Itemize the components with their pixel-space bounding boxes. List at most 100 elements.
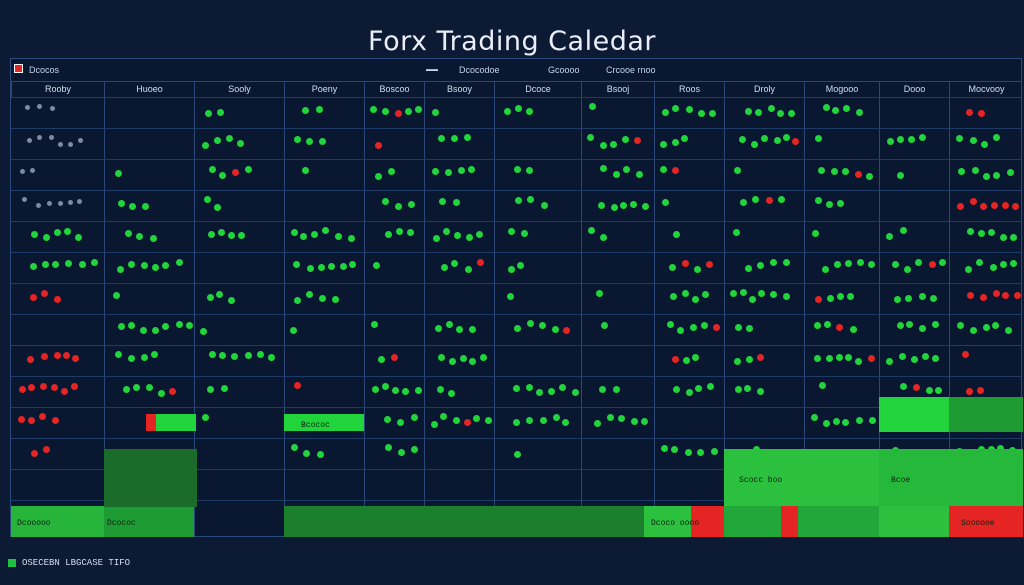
event-dot[interactable] <box>768 105 776 113</box>
event-dot[interactable] <box>473 415 481 423</box>
event-dot[interactable] <box>152 263 160 271</box>
event-dot[interactable] <box>867 260 875 268</box>
event-dot[interactable] <box>526 383 534 391</box>
event-dot[interactable] <box>1009 259 1017 267</box>
event-dot[interactable] <box>967 292 975 300</box>
event-dot[interactable] <box>54 296 62 304</box>
event-dot[interactable] <box>157 389 165 397</box>
event-dot[interactable] <box>151 351 159 359</box>
event-dot[interactable] <box>691 296 699 304</box>
column-header[interactable]: Boscoo <box>364 81 424 97</box>
event-dot[interactable] <box>662 109 670 117</box>
event-dot[interactable] <box>836 200 844 208</box>
event-dot[interactable] <box>463 419 471 427</box>
event-dot[interactable] <box>885 357 893 365</box>
event-dot[interactable] <box>29 263 37 271</box>
event-dot[interactable] <box>47 200 53 206</box>
event-dot[interactable] <box>918 293 926 301</box>
event-dot[interactable] <box>453 231 461 239</box>
event-dot[interactable] <box>981 140 989 148</box>
event-dot[interactable] <box>204 110 212 118</box>
event-dot[interactable] <box>536 389 544 397</box>
event-dot[interactable] <box>1009 234 1017 242</box>
event-dot[interactable] <box>926 386 934 394</box>
event-dot[interactable] <box>964 265 972 273</box>
event-dot[interactable] <box>733 167 741 175</box>
event-dot[interactable] <box>660 444 668 452</box>
event-dot[interactable] <box>310 230 318 238</box>
event-dot[interactable] <box>710 448 718 456</box>
event-dot[interactable] <box>61 388 69 396</box>
event-dot[interactable] <box>709 110 717 118</box>
event-dot[interactable] <box>135 233 143 241</box>
column-header[interactable]: Bsooy <box>424 81 494 97</box>
event-dot[interactable] <box>845 353 853 361</box>
event-dot[interactable] <box>660 166 668 174</box>
event-dot[interactable] <box>732 229 740 237</box>
event-dot[interactable] <box>700 321 708 329</box>
event-dot[interactable] <box>64 228 72 236</box>
event-dot[interactable] <box>613 171 621 179</box>
event-dot[interactable] <box>445 169 453 177</box>
event-dot[interactable] <box>431 109 439 117</box>
event-dot[interactable] <box>202 413 210 421</box>
event-dot[interactable] <box>749 296 757 304</box>
event-dot[interactable] <box>701 290 709 298</box>
event-dot[interactable] <box>27 356 35 364</box>
event-dot[interactable] <box>438 197 446 205</box>
event-dot[interactable] <box>161 261 169 269</box>
event-dot[interactable] <box>769 290 777 298</box>
event-dot[interactable] <box>956 134 964 142</box>
event-block[interactable] <box>781 506 798 537</box>
event-dot[interactable] <box>152 326 160 334</box>
event-dot[interactable] <box>966 387 974 395</box>
column-header[interactable]: Droly <box>724 81 804 97</box>
event-dot[interactable] <box>886 233 894 241</box>
event-dot[interactable] <box>572 388 580 396</box>
event-dot[interactable] <box>997 444 1005 452</box>
event-dot[interactable] <box>347 234 355 242</box>
event-dot[interactable] <box>992 289 1000 297</box>
column-header[interactable]: Roos <box>654 81 724 97</box>
event-dot[interactable] <box>22 196 28 202</box>
event-dot[interactable] <box>122 386 130 394</box>
event-dot[interactable] <box>90 258 98 266</box>
event-dot[interactable] <box>450 260 458 268</box>
event-dot[interactable] <box>114 169 122 177</box>
event-dot[interactable] <box>958 168 966 176</box>
event-dot[interactable] <box>684 448 692 456</box>
event-dot[interactable] <box>38 413 46 421</box>
event-dot[interactable] <box>553 413 561 421</box>
event-dot[interactable] <box>752 196 760 204</box>
event-dot[interactable] <box>540 201 548 209</box>
event-dot[interactable] <box>117 323 125 331</box>
event-dot[interactable] <box>622 136 630 144</box>
event-dot[interactable] <box>514 451 522 459</box>
event-dot[interactable] <box>19 385 27 393</box>
event-dot[interactable] <box>225 134 233 142</box>
event-dot[interactable] <box>1005 326 1013 334</box>
event-dot[interactable] <box>992 322 1000 330</box>
event-dot[interactable] <box>558 384 566 392</box>
event-dot[interactable] <box>671 355 679 363</box>
event-dot[interactable] <box>463 134 471 142</box>
event-dot[interactable] <box>384 444 392 452</box>
event-dot[interactable] <box>1011 203 1019 211</box>
event-dot[interactable] <box>672 231 680 239</box>
event-block[interactable] <box>284 506 644 537</box>
event-dot[interactable] <box>372 261 380 269</box>
event-dot[interactable] <box>37 135 43 141</box>
event-dot[interactable] <box>935 386 943 394</box>
event-dot[interactable] <box>200 327 208 335</box>
event-dot[interactable] <box>387 167 395 175</box>
event-dot[interactable] <box>610 141 618 149</box>
event-dot[interactable] <box>382 198 390 206</box>
event-dot[interactable] <box>682 289 690 297</box>
event-dot[interactable] <box>745 325 753 333</box>
event-dot[interactable] <box>683 357 691 365</box>
event-dot[interactable] <box>697 448 705 456</box>
event-dot[interactable] <box>293 296 301 304</box>
event-dot[interactable] <box>306 264 314 272</box>
event-dot[interactable] <box>449 357 457 365</box>
event-dot[interactable] <box>507 293 515 301</box>
